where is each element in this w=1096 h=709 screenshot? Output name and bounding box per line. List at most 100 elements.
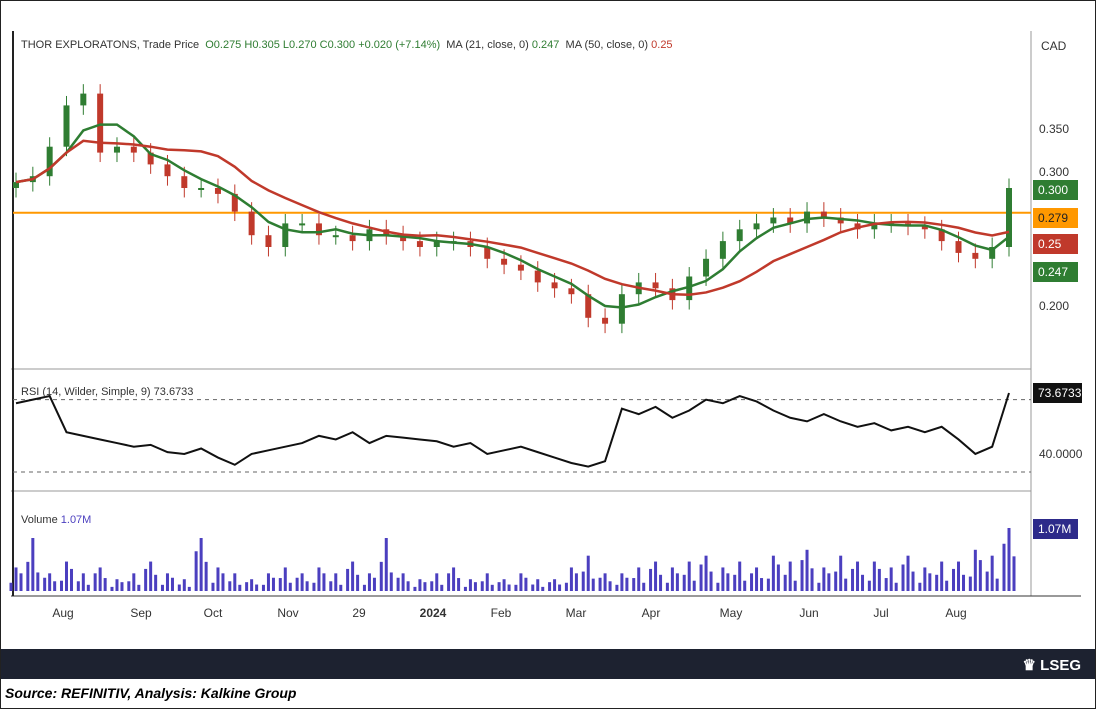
volume-bar bbox=[805, 549, 809, 591]
volume-bar bbox=[250, 579, 254, 591]
volume-bar bbox=[851, 568, 855, 591]
volume-bar bbox=[743, 580, 747, 591]
volume-bar bbox=[935, 574, 939, 591]
volume-bar bbox=[911, 571, 915, 591]
volume-bar bbox=[255, 584, 259, 591]
volume-bar bbox=[463, 586, 467, 591]
volume-bar bbox=[861, 574, 865, 591]
volume-bar bbox=[103, 578, 107, 591]
x-tick-label: Mar bbox=[566, 606, 587, 620]
volume-bar bbox=[884, 578, 888, 591]
volume-bar bbox=[760, 578, 764, 591]
candle-body bbox=[400, 235, 407, 242]
volume-bar bbox=[329, 581, 333, 591]
volume-bar bbox=[1007, 528, 1011, 591]
candle-body bbox=[938, 229, 945, 242]
ma21-line bbox=[15, 123, 1010, 309]
volume-bar bbox=[721, 567, 725, 591]
volume-bar bbox=[877, 568, 881, 591]
ma50-tag: 0.25 bbox=[1033, 234, 1078, 254]
volume-bar bbox=[435, 573, 439, 591]
candle-body bbox=[585, 294, 592, 318]
volume-bar bbox=[776, 564, 780, 591]
volume-bar bbox=[649, 568, 653, 591]
volume-bar bbox=[497, 582, 501, 591]
volume-bar bbox=[447, 573, 451, 591]
x-tick-label: Feb bbox=[491, 606, 512, 620]
volume-bar bbox=[53, 581, 57, 591]
candle-body bbox=[921, 225, 928, 230]
volume-bar bbox=[379, 561, 383, 591]
candle-body bbox=[113, 146, 120, 153]
candle-body bbox=[484, 247, 491, 259]
price-tick-label: 0.200 bbox=[1039, 299, 1069, 313]
volume-bar bbox=[558, 584, 562, 591]
volume-bar bbox=[502, 579, 506, 591]
volume-bar bbox=[86, 584, 90, 591]
candle-body bbox=[265, 235, 272, 247]
volume-bar bbox=[165, 573, 169, 591]
volume-bar bbox=[271, 577, 275, 591]
candle-body bbox=[349, 235, 356, 242]
candle-body bbox=[551, 282, 558, 289]
volume-bar bbox=[396, 577, 400, 591]
level-price-tag: 0.279 bbox=[1033, 208, 1078, 228]
volume-bar bbox=[300, 573, 304, 591]
volume-bar bbox=[19, 573, 23, 591]
volume-bar bbox=[536, 579, 540, 591]
candle-body bbox=[820, 211, 827, 218]
volume-bar bbox=[973, 549, 977, 591]
candle-body bbox=[97, 93, 104, 153]
volume-bar bbox=[591, 578, 595, 591]
volume-bar bbox=[962, 574, 966, 591]
x-tick-label: Aug bbox=[52, 606, 73, 620]
volume-bar bbox=[586, 555, 590, 591]
volume-bar bbox=[238, 584, 242, 591]
volume-bar bbox=[187, 586, 191, 591]
candle-body bbox=[13, 182, 19, 188]
candle-body bbox=[804, 211, 811, 224]
candle-body bbox=[198, 188, 205, 190]
x-tick-label: 2024 bbox=[420, 606, 447, 620]
x-tick-label: Jul bbox=[873, 606, 888, 620]
x-tick-label: Nov bbox=[277, 606, 298, 620]
volume-bar bbox=[1002, 543, 1006, 591]
volume-bar bbox=[675, 573, 679, 591]
volume-bar bbox=[692, 580, 696, 591]
volume-bar bbox=[750, 573, 754, 591]
volume-bar bbox=[783, 574, 787, 591]
volume-bar bbox=[221, 573, 225, 591]
volume-bar bbox=[154, 574, 158, 591]
volume-bar bbox=[844, 578, 848, 591]
volume-bar bbox=[704, 555, 708, 591]
volume-bar bbox=[654, 561, 658, 591]
volume-bar bbox=[81, 573, 85, 591]
candle-body bbox=[282, 223, 289, 247]
volume-bar bbox=[1012, 556, 1016, 591]
volume-bar bbox=[177, 584, 181, 591]
volume-bar bbox=[889, 567, 893, 591]
price-chart[interactable]: 0.350 0.300 0.200 40.0000 Aug Sep Oct Nov 29 2024… bbox=[1, 1, 1095, 649]
volume-bar bbox=[115, 579, 119, 591]
candle-body bbox=[416, 241, 423, 247]
volume-bar bbox=[440, 584, 444, 591]
x-tick-label: Sep bbox=[130, 606, 152, 620]
volume-tag: 1.07M bbox=[1033, 519, 1078, 539]
ma50-value: 0.25 bbox=[651, 39, 673, 51]
volume-bar bbox=[485, 573, 489, 591]
volume-bar bbox=[468, 579, 472, 591]
volume-bar bbox=[389, 572, 393, 591]
volume-bar bbox=[452, 567, 456, 591]
volume-bar bbox=[14, 567, 18, 591]
volume-bar bbox=[160, 584, 164, 591]
volume-bar bbox=[430, 581, 434, 591]
volume-bar bbox=[985, 571, 989, 591]
volume-label: Volume bbox=[21, 514, 58, 526]
volume-bar bbox=[384, 538, 388, 591]
candle-body bbox=[501, 258, 508, 265]
candle-body bbox=[534, 270, 541, 283]
volume-bar bbox=[211, 582, 215, 591]
volume-bar bbox=[413, 586, 417, 591]
volume-bar bbox=[738, 561, 742, 591]
candle-body bbox=[517, 264, 524, 271]
